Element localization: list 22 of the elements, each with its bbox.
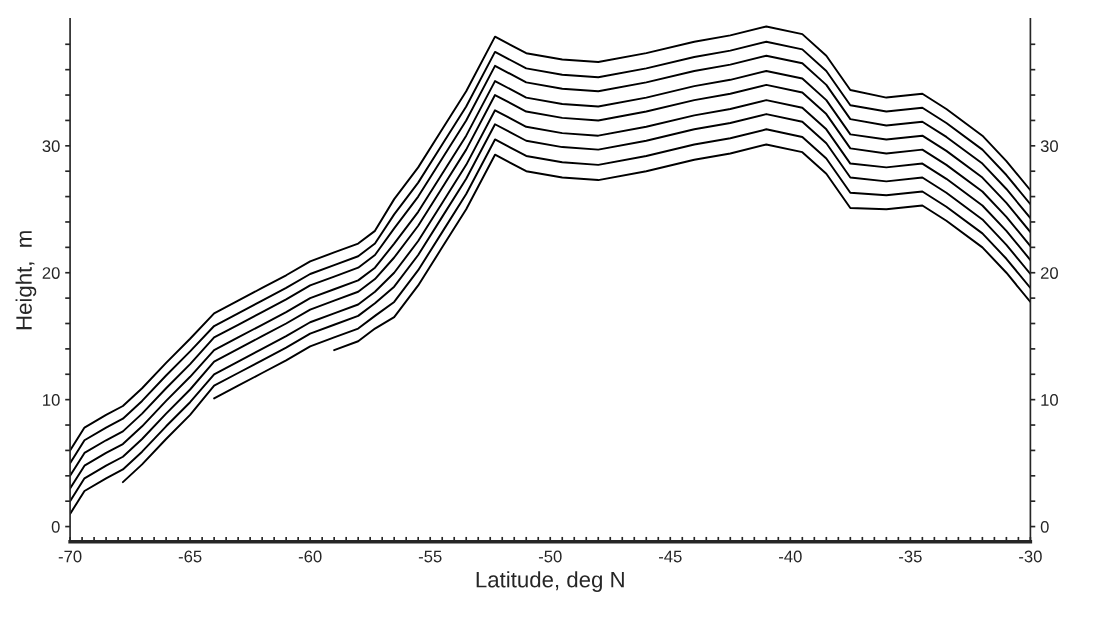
y-axis-title: Height, m: [15, 231, 37, 330]
y-tick-label: 10: [43, 394, 60, 406]
x-tick-label: -40: [779, 550, 802, 563]
y2-tick-label: 20: [1040, 267, 1058, 279]
x-axis-title: Latitude, deg N: [476, 571, 624, 592]
y-tick-label: 0: [51, 520, 60, 533]
x-tick-label: -60: [298, 550, 322, 563]
line-series: [213, 128, 1031, 400]
x-tick-label: -50: [538, 550, 562, 563]
x-tick-label: -70: [58, 550, 82, 563]
x-tick-label: -45: [658, 550, 682, 563]
y2-tick-label: 10: [1041, 394, 1058, 406]
x-tick-label: -65: [178, 550, 202, 563]
y-tick-label: 30: [42, 140, 60, 153]
x-tick-label: -35: [899, 550, 922, 563]
x-tick-label: -30: [1019, 550, 1042, 563]
y2-tick-label: 30: [1040, 140, 1058, 153]
y2-tick-label: 0: [1040, 520, 1049, 533]
line-series: [121, 113, 1031, 484]
line-series: [333, 143, 1031, 352]
x-tick-label: -55: [418, 550, 442, 563]
y-tick-label: 20: [42, 267, 60, 279]
